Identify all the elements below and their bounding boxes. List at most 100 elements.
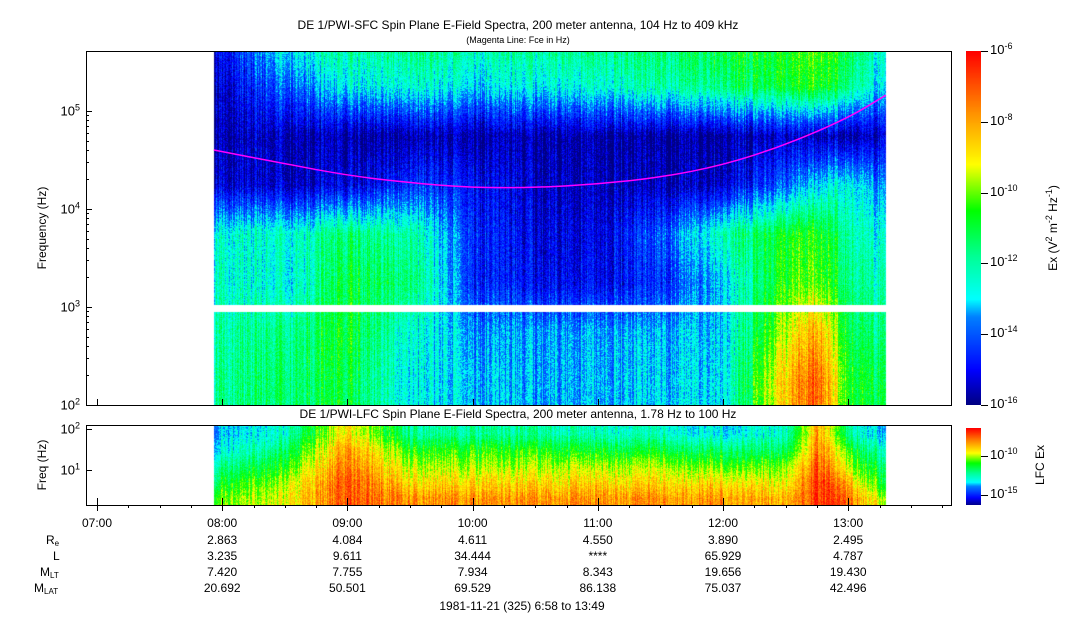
sfc-xtick — [597, 399, 599, 405]
sfc-ytick-label: 104 — [60, 200, 80, 217]
xtick — [848, 505, 850, 511]
sfc-colorbar — [966, 51, 981, 405]
ephemeris-value: 7.934 — [457, 565, 488, 579]
sfc-ytick — [86, 307, 92, 308]
sfc-colorbar-label: Ex (V2 m-2 Hz-1) — [1044, 185, 1060, 271]
x-minor-tick — [159, 505, 161, 508]
sfc-xtick — [347, 399, 349, 405]
sfc-minor-tick — [86, 179, 89, 181]
x-minor-tick — [660, 505, 662, 508]
sfc-minor-tick — [86, 316, 89, 318]
sfc-xtick — [848, 399, 850, 405]
sfc-spectrogram — [86, 51, 951, 405]
sfc-minor-tick — [86, 277, 89, 279]
x-minor-tick — [910, 505, 912, 508]
ephemeris-value: 4.611 — [458, 533, 488, 547]
ephemeris-value: 20.692 — [203, 581, 241, 595]
ephemeris-value: 42.496 — [829, 581, 867, 595]
colorbar-tick — [981, 51, 988, 52]
lfc-spectrogram — [86, 425, 951, 505]
ephemeris-value: 50.501 — [329, 581, 366, 595]
x-minor-tick — [253, 505, 255, 508]
sfc-xtick — [222, 399, 224, 405]
xtick-label: 13:00 — [833, 516, 864, 530]
colorbar-tick — [981, 334, 988, 336]
sfc-minor-tick — [86, 328, 89, 330]
xtick — [97, 505, 98, 511]
sfc-ytick — [86, 111, 92, 112]
ephemeris-row-label: MLT — [40, 565, 59, 580]
sfc-minor-tick — [86, 126, 89, 128]
colorbar-tick-label: 10-14 — [990, 324, 1018, 341]
lfc-colorbar-tick — [981, 456, 988, 457]
xtick — [723, 505, 724, 511]
xtick-label: 10:00 — [457, 516, 488, 530]
lfc-ytick — [86, 429, 92, 430]
sfc-minor-tick — [86, 322, 89, 324]
sfc-ytick — [86, 405, 92, 406]
x-minor-tick — [378, 505, 380, 508]
sfc-minor-tick — [86, 224, 89, 226]
ephemeris-row-label: MLAT — [34, 581, 59, 596]
ephemeris-value: 19.430 — [829, 565, 867, 579]
colorbar-tick-label: 10-6 — [990, 41, 1013, 58]
x-minor-tick — [754, 505, 756, 508]
sfc-minor-tick — [86, 238, 89, 240]
colorbar-tick-label: 10-16 — [990, 395, 1018, 412]
date-range: 1981-11-21 (325) 6:58 to 13:49 — [439, 599, 605, 613]
sfc-minor-tick — [86, 358, 89, 360]
ephemeris-value: 9.611 — [332, 549, 362, 563]
colorbar-tick — [981, 405, 988, 406]
x-minor-tick — [785, 505, 787, 508]
sfc-minor-tick — [86, 213, 89, 215]
ephemeris-value: 86.138 — [579, 581, 617, 595]
sfc-minor-tick — [86, 311, 89, 313]
sfc-plot-frame — [86, 51, 952, 406]
ephemeris-value: 8.343 — [582, 565, 613, 579]
fce-line — [213, 94, 887, 189]
fce-line-layer — [213, 94, 887, 189]
colorbar-tick-label: 10-10 — [990, 182, 1018, 199]
lfc-xtick — [472, 498, 474, 505]
x-minor-tick — [879, 505, 881, 508]
ephemeris-value: 2.863 — [207, 533, 238, 547]
ephemeris-row-label: L — [53, 549, 60, 563]
lfc-ytick — [86, 470, 92, 471]
lfc-colorbar-label: LFC Ex — [1033, 444, 1047, 486]
colorbar-tick-label: 10-12 — [990, 253, 1018, 270]
ephemeris-value: 19.656 — [704, 565, 742, 579]
sfc-minor-tick — [86, 230, 89, 232]
sfc-minor-tick — [86, 120, 89, 122]
x-minor-tick — [535, 505, 537, 508]
ephemeris-row-label: Re — [46, 533, 60, 548]
lfc-colorbar-tick-label: 10-10 — [990, 446, 1018, 463]
x-minor-tick — [566, 505, 568, 508]
lfc-plot-frame — [86, 425, 952, 506]
colorbar-tick — [981, 121, 988, 123]
sfc-minor-tick — [86, 260, 89, 262]
ephemeris-value: 69.529 — [454, 581, 491, 595]
sfc-minor-tick — [86, 132, 89, 134]
lfc-xtick — [97, 498, 98, 505]
xtick — [222, 505, 224, 511]
ephemeris-value: 4.787 — [833, 549, 864, 563]
lfc-colorbar-tick — [981, 495, 988, 496]
x-minor-tick — [629, 505, 631, 508]
ephemeris-value: 4.084 — [332, 533, 363, 547]
sfc-ytick — [86, 209, 92, 210]
ephemeris-value: 2.495 — [833, 533, 864, 547]
lfc-colorbar-tick-label: 10-15 — [990, 485, 1018, 502]
x-minor-tick — [284, 505, 286, 508]
lfc-xtick — [347, 498, 349, 505]
lfc-xtick — [222, 498, 224, 505]
xtick — [347, 505, 349, 511]
sfc-minor-tick — [86, 336, 89, 338]
xtick-label: 11:00 — [583, 516, 613, 530]
x-minor-tick — [190, 505, 192, 508]
lfc-ylabel: Freq (Hz) — [35, 439, 49, 491]
x-minor-tick — [942, 505, 944, 508]
lfc-colorbar — [966, 428, 981, 505]
sfc-ytick-label: 102 — [60, 396, 80, 413]
sfc-ytick-label: 105 — [60, 102, 80, 119]
